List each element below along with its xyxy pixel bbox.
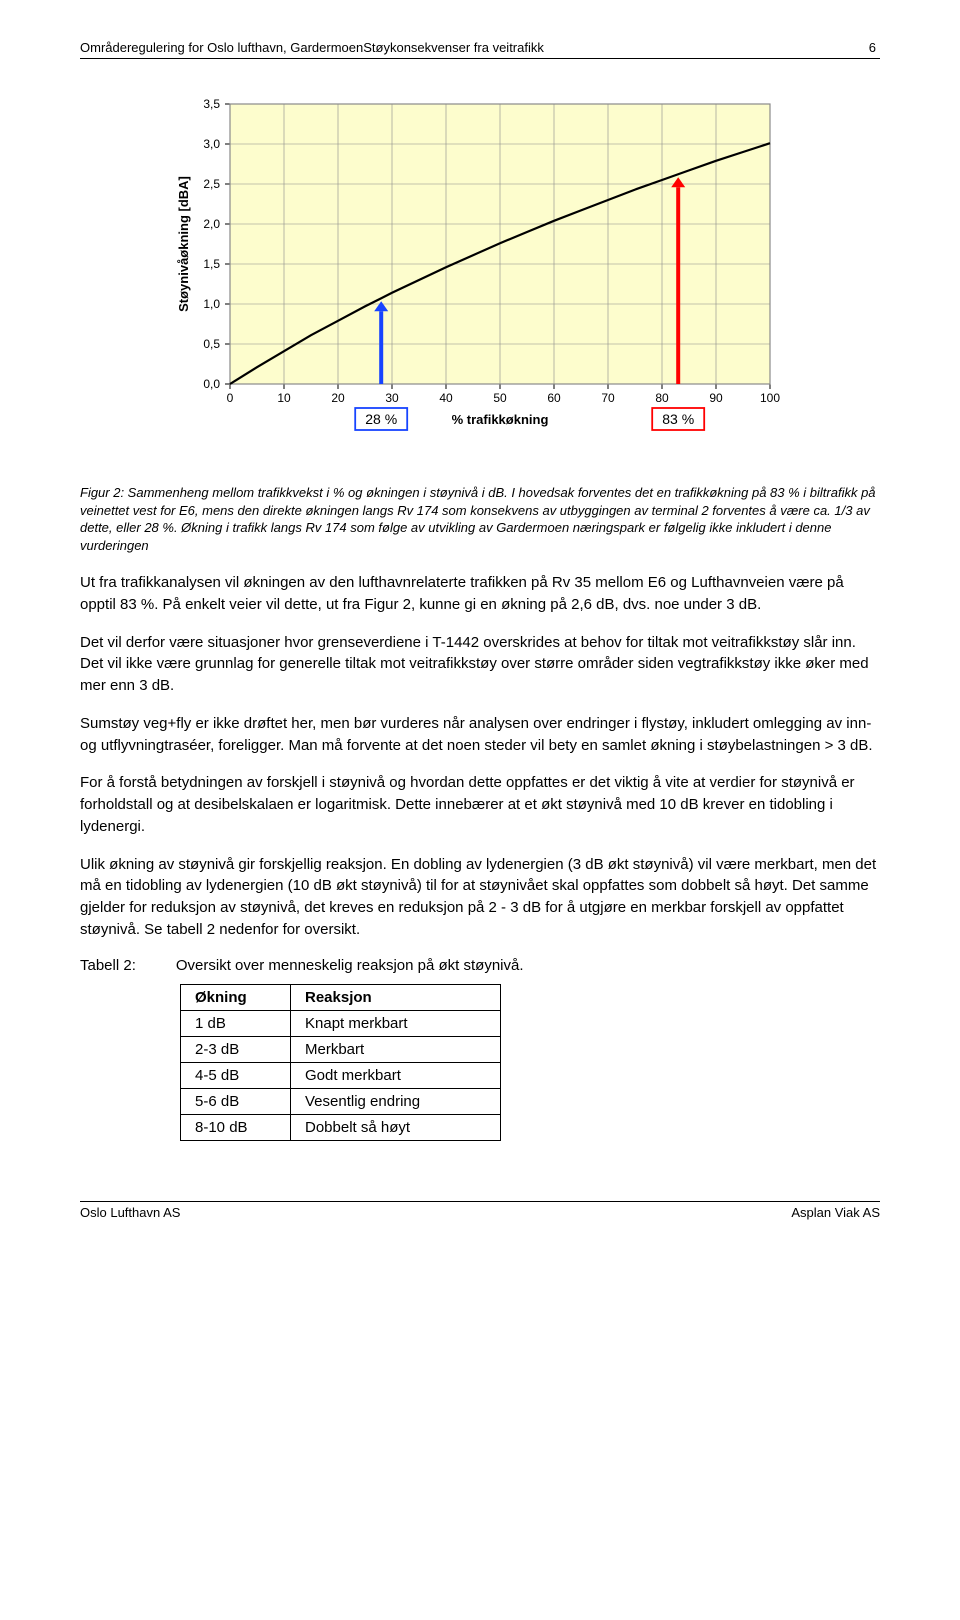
table-cell: Merkbart: [291, 1036, 501, 1062]
body-para: Ut fra trafikkanalysen vil økningen av d…: [80, 572, 880, 616]
svg-text:Støynivåøkning [dBA]: Støynivåøkning [dBA]: [176, 176, 191, 312]
footer: Oslo Lufthavn AS Asplan Viak AS: [80, 1201, 880, 1220]
figure-2-chart: 0 10 20 30 40 50 60 70 80 90 100 0,0 0,5 1,0 1,5 2,0 2,5…: [170, 89, 790, 454]
table-cell: Godt merkbart: [291, 1062, 501, 1088]
svg-text:1,5: 1,5: [203, 257, 220, 271]
figure-2-caption: Figur 2: Sammenheng mellom trafikkvekst …: [80, 484, 880, 554]
table-cell: 4-5 dB: [181, 1062, 291, 1088]
table-cell: Knapt merkbart: [291, 1010, 501, 1036]
svg-text:0,5: 0,5: [203, 337, 220, 351]
svg-text:10: 10: [277, 391, 291, 405]
table-row: 5-6 dBVesentlig endring: [181, 1088, 501, 1114]
svg-text:3,0: 3,0: [203, 137, 220, 151]
svg-text:100: 100: [760, 391, 780, 405]
svg-text:50: 50: [493, 391, 507, 405]
table-2-caption-text: Oversikt over menneskelig reaksjon på øk…: [176, 957, 524, 974]
svg-text:60: 60: [547, 391, 561, 405]
page-number: 6: [869, 40, 880, 55]
body-para: Det vil derfor være situasjoner hvor gre…: [80, 632, 880, 697]
table-row: 2-3 dBMerkbart: [181, 1036, 501, 1062]
svg-text:0: 0: [227, 391, 234, 405]
table-row: 8-10 dBDobbelt så høyt: [181, 1114, 501, 1140]
body-para: Sumstøy veg+fly er ikke drøftet her, men…: [80, 713, 880, 757]
footer-right: Asplan Viak AS: [791, 1205, 880, 1220]
svg-text:70: 70: [601, 391, 615, 405]
body-para: Ulik økning av støynivå gir forskjellig …: [80, 854, 880, 941]
svg-text:30: 30: [385, 391, 399, 405]
table-row: 4-5 dBGodt merkbart: [181, 1062, 501, 1088]
table-cell: Dobbelt så høyt: [291, 1114, 501, 1140]
table-cell: 1 dB: [181, 1010, 291, 1036]
svg-text:80: 80: [655, 391, 669, 405]
running-head-title: Områderegulering for Oslo lufthavn, Gard…: [80, 40, 544, 55]
table-2-reaction: Økning Reaksjon 1 dBKnapt merkbart2-3 dB…: [180, 984, 501, 1141]
svg-text:3,5: 3,5: [203, 97, 220, 111]
running-head: Områderegulering for Oslo lufthavn, Gard…: [80, 40, 880, 59]
svg-text:0,0: 0,0: [203, 377, 220, 391]
svg-text:% trafikkøkning: % trafikkøkning: [452, 412, 549, 427]
table-header-cell: Reaksjon: [291, 984, 501, 1010]
body-para: For å forstå betydningen av forskjell i …: [80, 772, 880, 837]
table-header-cell: Økning: [181, 984, 291, 1010]
svg-text:28 %: 28 %: [365, 411, 397, 427]
table-header-row: Økning Reaksjon: [181, 984, 501, 1010]
svg-text:1,0: 1,0: [203, 297, 220, 311]
table-row: 1 dBKnapt merkbart: [181, 1010, 501, 1036]
svg-text:20: 20: [331, 391, 345, 405]
svg-text:90: 90: [709, 391, 723, 405]
table-cell: 5-6 dB: [181, 1088, 291, 1114]
table-2-caption: Tabell 2: Oversikt over menneskelig reak…: [80, 957, 880, 974]
table-cell: 8-10 dB: [181, 1114, 291, 1140]
table-cell: Vesentlig endring: [291, 1088, 501, 1114]
table-2-label: Tabell 2:: [80, 957, 136, 974]
svg-text:2,5: 2,5: [203, 177, 220, 191]
table-cell: 2-3 dB: [181, 1036, 291, 1062]
svg-text:2,0: 2,0: [203, 217, 220, 231]
footer-left: Oslo Lufthavn AS: [80, 1205, 180, 1220]
svg-text:40: 40: [439, 391, 453, 405]
svg-text:83 %: 83 %: [662, 411, 694, 427]
